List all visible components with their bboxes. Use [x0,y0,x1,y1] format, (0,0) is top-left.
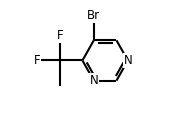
Text: F: F [57,29,63,42]
Text: N: N [89,74,98,87]
Text: Br: Br [87,9,100,22]
Text: F: F [34,54,40,67]
Text: N: N [123,54,132,67]
